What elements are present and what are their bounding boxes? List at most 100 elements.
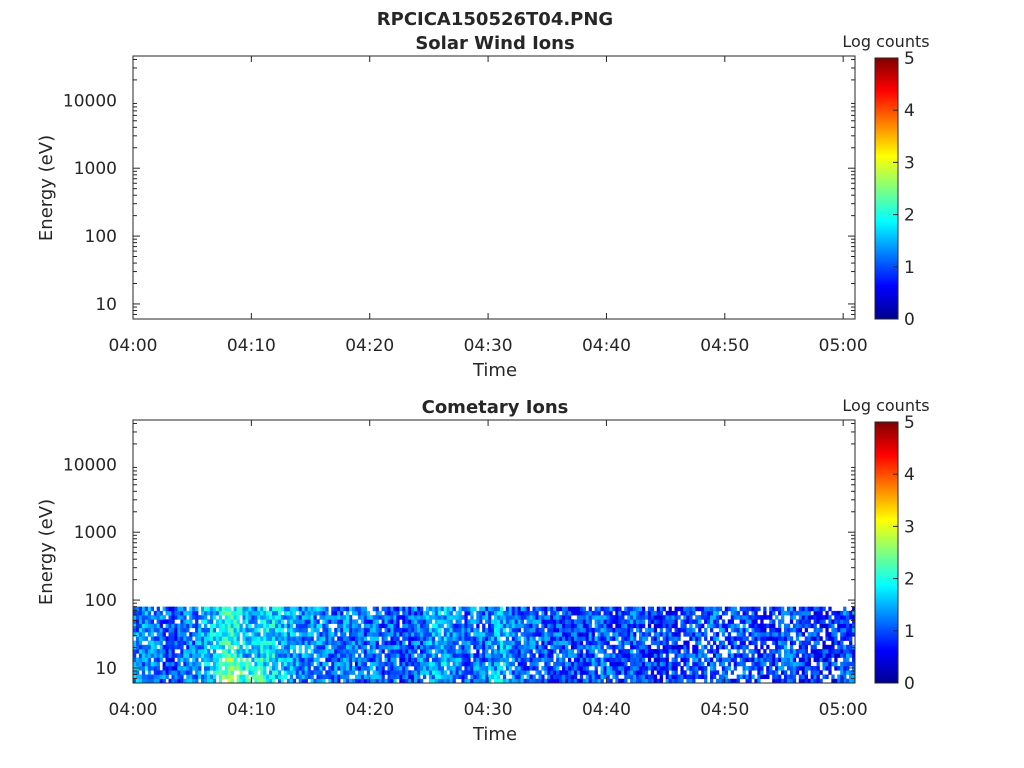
spectrogram-cell bbox=[390, 644, 394, 650]
spectrogram-cell bbox=[458, 649, 462, 654]
spectrogram-cell bbox=[168, 644, 172, 650]
spectrogram-cell bbox=[233, 627, 237, 633]
spectrogram-cell bbox=[408, 678, 412, 683]
spectrogram-cell bbox=[843, 644, 847, 650]
spectrogram-cell bbox=[411, 619, 415, 624]
spectrogram-cell bbox=[778, 632, 782, 637]
spectrogram-cell bbox=[846, 670, 850, 675]
spectrogram-cell bbox=[133, 674, 137, 680]
spectrogram-cell bbox=[434, 606, 439, 612]
spectrogram-cell bbox=[624, 619, 628, 624]
spectrogram-cell bbox=[482, 653, 486, 658]
spectrogram-cell bbox=[582, 644, 587, 650]
spectrogram-cell bbox=[783, 632, 788, 637]
spectrogram-cell bbox=[618, 666, 622, 671]
spectrogram-cell bbox=[177, 661, 181, 667]
spectrogram-cell bbox=[322, 632, 326, 637]
spectrogram-cell bbox=[775, 632, 779, 637]
spectrogram-cell bbox=[576, 670, 581, 675]
spectrogram-cell bbox=[588, 678, 592, 683]
spectrogram-cell bbox=[295, 657, 300, 663]
spectrogram-cell bbox=[798, 674, 803, 680]
spectrogram-cell bbox=[585, 619, 589, 624]
spectrogram-cell bbox=[689, 623, 693, 629]
spectrogram-cell bbox=[289, 644, 294, 650]
spectrogram-cell bbox=[485, 606, 489, 612]
spectrogram-cell bbox=[230, 657, 234, 663]
spectrogram-cell bbox=[260, 640, 264, 646]
spectrogram-cell bbox=[298, 666, 302, 671]
spectrogram-cell bbox=[630, 619, 634, 624]
spectrogram-cell bbox=[218, 619, 223, 624]
spectrogram-cell bbox=[591, 644, 595, 650]
spectrogram-cell bbox=[340, 649, 344, 654]
spectrogram-cell bbox=[656, 653, 661, 658]
spectrogram-cell bbox=[494, 661, 498, 667]
spectrogram-cell bbox=[455, 627, 459, 633]
spectrogram-cell bbox=[304, 666, 308, 671]
spectrogram-cell bbox=[180, 623, 184, 629]
spectrogram-cell bbox=[322, 606, 326, 612]
spectrogram-cell bbox=[283, 670, 288, 675]
spectrogram-cell bbox=[180, 657, 184, 663]
spectrogram-cell bbox=[313, 666, 317, 671]
spectrogram-cell bbox=[286, 640, 291, 646]
spectrogram-cell bbox=[434, 610, 439, 616]
spectrogram-cell bbox=[337, 623, 341, 629]
spectrogram-cell bbox=[565, 644, 569, 650]
spectrogram-cell bbox=[508, 678, 513, 683]
spectrogram-cell bbox=[452, 678, 456, 683]
spectrogram-cell bbox=[594, 657, 598, 663]
spectrogram-cell bbox=[579, 606, 584, 612]
spectrogram-cell bbox=[612, 619, 616, 624]
spectrogram-cell bbox=[653, 632, 658, 637]
spectrogram-cell bbox=[529, 623, 533, 629]
spectrogram-cell bbox=[277, 623, 282, 629]
spectrogram-cell bbox=[479, 653, 483, 658]
spectrogram-cell bbox=[514, 606, 518, 612]
spectrogram-cell bbox=[804, 627, 808, 633]
spectrogram-cell bbox=[514, 615, 518, 620]
spectrogram-cell bbox=[852, 678, 855, 683]
spectrogram-cell bbox=[783, 670, 788, 675]
spectrogram-cell bbox=[544, 666, 548, 671]
spectrogram-cell bbox=[254, 649, 258, 654]
spectrogram-cell bbox=[254, 670, 258, 675]
spectrogram-cell bbox=[236, 678, 240, 683]
spectrogram-cell bbox=[227, 666, 231, 671]
spectrogram-cell bbox=[387, 674, 391, 680]
spectrogram-cell bbox=[307, 636, 311, 641]
spectrogram-cell bbox=[138, 623, 143, 629]
spectrogram-cell bbox=[816, 649, 820, 654]
spectrogram-cell bbox=[491, 670, 495, 675]
spectrogram-cell bbox=[224, 606, 228, 612]
spectrogram-cell bbox=[715, 615, 720, 620]
spectrogram-cell bbox=[638, 615, 643, 620]
spectrogram-cell bbox=[236, 632, 240, 637]
spectrogram-cell bbox=[144, 636, 149, 641]
spectrogram-cell bbox=[579, 674, 584, 680]
spectrogram-cell bbox=[375, 640, 379, 646]
spectrogram-cell bbox=[464, 670, 468, 675]
spectrogram-cell bbox=[840, 670, 844, 675]
spectrogram-cell bbox=[452, 657, 456, 663]
spectrogram-cell bbox=[168, 627, 172, 633]
spectrogram-cell bbox=[757, 606, 761, 612]
spectrogram-cell bbox=[310, 678, 314, 683]
spectrogram-cell bbox=[683, 606, 687, 612]
spectrogram-cell bbox=[198, 627, 202, 633]
spectrogram-cell bbox=[834, 615, 838, 620]
spectrogram-cell bbox=[573, 606, 578, 612]
spectrogram-cell bbox=[733, 627, 737, 633]
spectrogram-cell bbox=[195, 627, 199, 633]
spectrogram-cell bbox=[263, 661, 267, 667]
spectrogram-cell bbox=[254, 606, 258, 612]
spectrogram-cell bbox=[662, 657, 666, 663]
spectrogram-cell bbox=[795, 670, 800, 675]
spectrogram-cell bbox=[399, 670, 403, 675]
spectrogram-cell bbox=[825, 644, 829, 650]
spectrogram-cell bbox=[266, 678, 270, 683]
spectrogram-cell bbox=[298, 657, 302, 663]
spectrogram-cell bbox=[677, 674, 681, 680]
spectrogram-cell bbox=[156, 666, 160, 671]
